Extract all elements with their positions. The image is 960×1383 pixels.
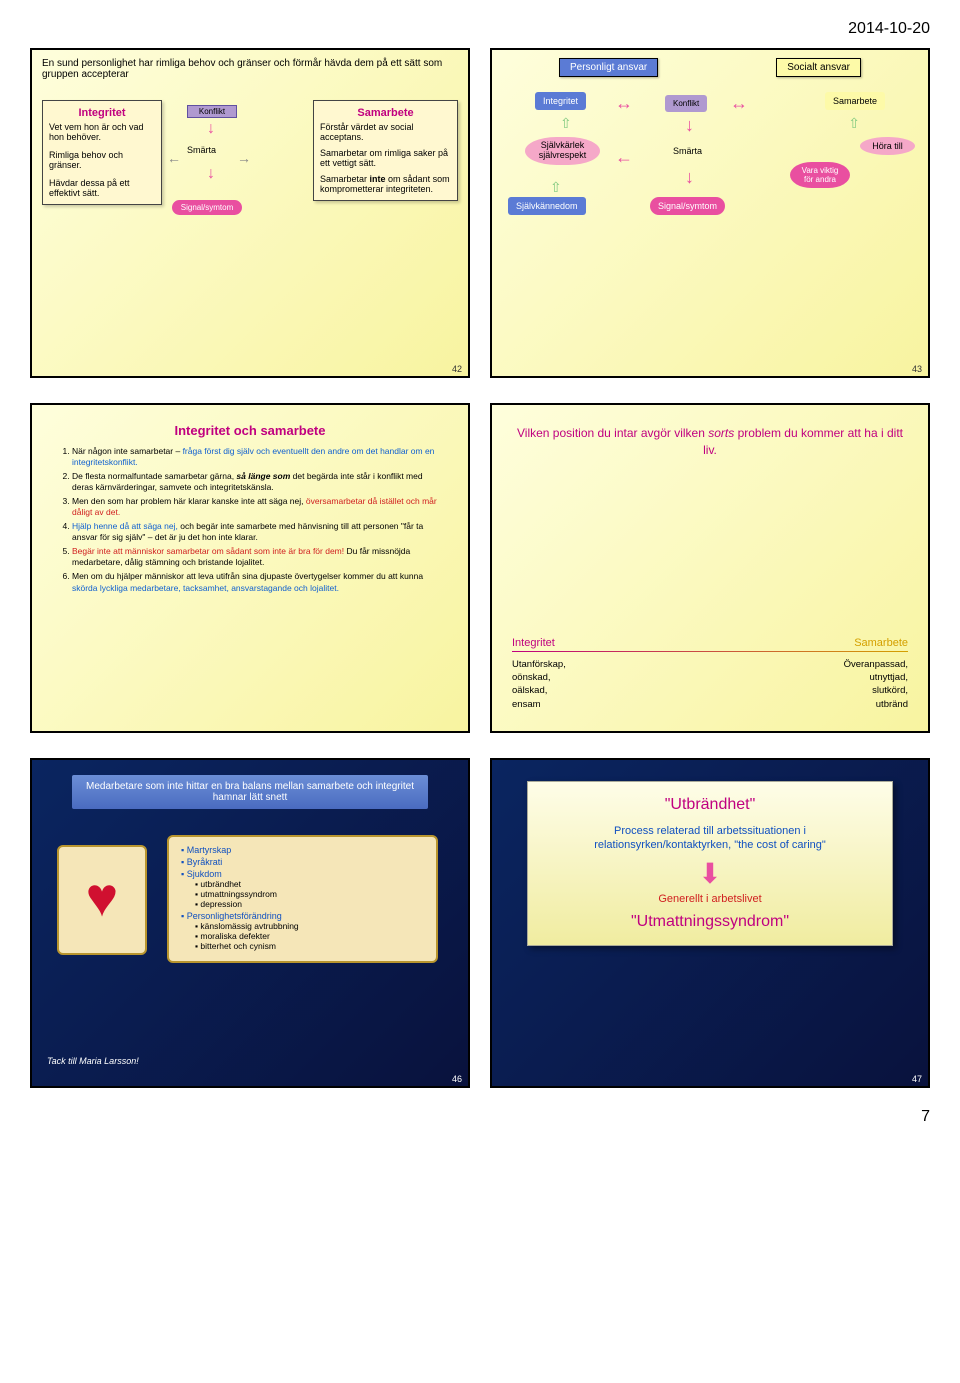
left-outcomes: Utanförskap, oönskad, oälskad, ensam (512, 658, 566, 711)
slide46-list: Martyrskap Byråkrati Sjukdom utbrändhet … (167, 835, 438, 963)
node-samarbete: Samarbete (825, 92, 885, 110)
slide42-title: En sund personlighet har rimliga behov o… (42, 58, 458, 80)
list-item: känslomässig avtrubbning (195, 921, 424, 931)
arrow-left-icon: ← (167, 150, 181, 166)
list-item: utmattningssyndrom (195, 889, 424, 899)
arrow-up-icon: ⇧ (550, 179, 562, 196)
label-samarbete: Samarbete (854, 637, 908, 649)
divider-line (512, 651, 908, 652)
node-smarta: Smärta (665, 142, 710, 160)
slide-number: 47 (912, 1074, 922, 1084)
arrow-icon: ← (615, 147, 633, 168)
page-number: 7 (30, 1108, 930, 1126)
slide-number: 43 (912, 364, 922, 374)
arrow-icon: ↔ (615, 93, 633, 114)
badge-socialt: Socialt ansvar (776, 58, 861, 77)
diagram-43: Integritet Konflikt Samarbete ↔ ↔ ⇧ ↓ ⇧ … (500, 87, 920, 287)
samarbete-line3: Samarbetar inte om sådant som kompromett… (320, 174, 451, 194)
slide-number: 46 (452, 1074, 462, 1084)
arrow-right-icon: → (237, 150, 251, 166)
integritet-heading: Integritet (49, 107, 155, 119)
node-sjalvkarlek: Självkärlek självrespekt (525, 137, 600, 165)
konflikt-label: Konflikt (187, 105, 237, 118)
list-item: bitterhet och cynism (195, 941, 424, 951)
label-integritet: Integritet (512, 637, 555, 649)
slide-43: Personligt ansvar Socialt ansvar Integri… (490, 48, 930, 378)
node-konflikt: Konflikt (665, 95, 707, 112)
slide-44: Integritet och samarbete När någon inte … (30, 403, 470, 733)
arrow-down-icon: ⬇ (546, 863, 874, 885)
slide47-card: "Utbrändhet" Process relaterad till arbe… (527, 781, 893, 946)
badge-personligt: Personligt ansvar (559, 58, 658, 77)
slide-45: Vilken position du intar avgör vilken so… (490, 403, 930, 733)
list-item: depression (195, 899, 424, 909)
list-item: moraliska defekter (195, 931, 424, 941)
integritet-line2: Rimliga behov och gränser. (49, 150, 155, 170)
arrow-down-icon: ↓ (685, 115, 694, 136)
process-text: Process relaterad till arbetssituationen… (546, 824, 874, 853)
list-item: Byråkrati (181, 857, 424, 867)
node-integritet: Integritet (535, 92, 586, 110)
samarbete-line1: Förstår värdet av social acceptans. (320, 122, 451, 142)
list-item: Sjukdom utbrändhet utmattningssyndrom de… (181, 869, 424, 909)
samarbete-line2: Samarbetar om rimliga saker på ett vetti… (320, 148, 451, 168)
list-item: De flesta normalfuntade samarbetar gärna… (72, 471, 446, 493)
list-item: Personlighetsförändring känslomässig avt… (181, 911, 424, 951)
heart-icon (57, 845, 147, 955)
slides-grid: En sund personlighet har rimliga behov o… (30, 48, 930, 1088)
node-sjalvkannedom: Självkännedom (508, 197, 586, 215)
signal-label: Signal/symtom (172, 200, 242, 215)
date-header: 2014-10-20 (30, 20, 930, 38)
samarbete-heading: Samarbete (320, 107, 451, 119)
list-item: När någon inte samarbetar – fråga först … (72, 446, 446, 468)
quote-utmattning: "Utmattningssyndrom" (546, 913, 874, 931)
slide-47: "Utbrändhet" Process relaterad till arbe… (490, 758, 930, 1088)
slide46-banner: Medarbetare som inte hittar en bra balan… (72, 775, 428, 809)
list-item: Men om du hjälper människor att leva uti… (72, 571, 446, 593)
list-item: Martyrskap (181, 845, 424, 855)
list-item: Begär inte att människor samarbetar om s… (72, 546, 446, 568)
node-vara-viktig: Vara viktig för andra (790, 162, 850, 188)
integritet-box: Integritet Vet vem hon är och vad hon be… (42, 100, 162, 205)
slide46-footer: Tack till Maria Larsson! (47, 1056, 139, 1066)
slide44-heading: Integritet och samarbete (54, 423, 446, 438)
quote-utbrandhet: "Utbrändhet" (546, 796, 874, 814)
slide-46: Medarbetare som inte hittar en bra balan… (30, 758, 470, 1088)
arrow-down-icon: ↓ (685, 167, 694, 188)
slide-number: 42 (452, 364, 462, 374)
right-outcomes: Överanpassad, utnyttjad, slutkörd, utbrä… (844, 658, 908, 711)
smarta-label: Smärta (187, 145, 216, 155)
arrow-up-icon: ⇧ (848, 115, 860, 132)
arrow-down-icon: ↓ (207, 165, 215, 183)
arrow-up-icon: ⇧ (560, 115, 572, 132)
list-item: Men den som har problem här klarar kansk… (72, 496, 446, 518)
node-hora: Höra till (860, 137, 915, 155)
integritet-line1: Vet vem hon är och vad hon behöver. (49, 122, 155, 142)
integritet-line3: Hävdar dessa på ett effektivt sätt. (49, 178, 155, 198)
slide-42: En sund personlighet har rimliga behov o… (30, 48, 470, 378)
generellt-text: Generellt i arbetslivet (546, 893, 874, 905)
slide44-list: När någon inte samarbetar – fråga först … (54, 446, 446, 594)
list-item: utbrändhet (195, 879, 424, 889)
samarbete-box: Samarbete Förstår värdet av social accep… (313, 100, 458, 201)
arrow-down-icon: ↓ (207, 120, 215, 138)
node-signal: Signal/symtom (650, 197, 725, 215)
list-item: Hjälp henne då att säga nej, och begär i… (72, 521, 446, 543)
slide45-title: Vilken position du intar avgör vilken so… (512, 425, 908, 459)
arrow-icon: ↔ (730, 93, 748, 114)
